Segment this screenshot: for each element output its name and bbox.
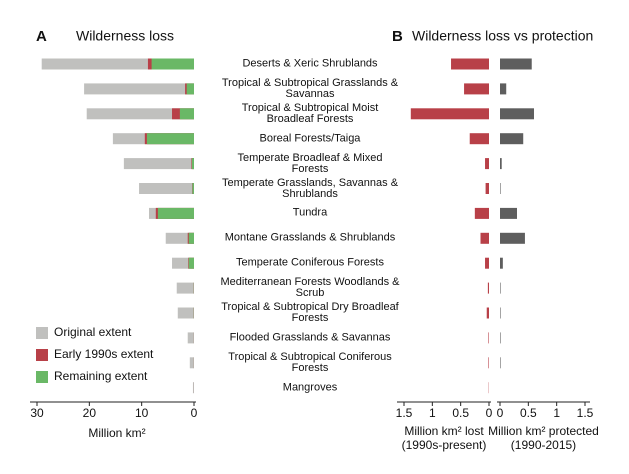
x-tick-label: 0 xyxy=(486,406,493,420)
category-label: Tropical & Subtropical Coniferous Forest… xyxy=(228,350,392,374)
x-tick-label: 1.5 xyxy=(577,406,594,420)
bar xyxy=(500,307,501,319)
bar xyxy=(189,357,194,369)
x-tick-label: 20 xyxy=(83,406,97,420)
bar xyxy=(192,183,194,194)
panel-label: B xyxy=(392,28,403,45)
bar xyxy=(188,257,194,269)
bar xyxy=(474,207,489,219)
category-label: Tropical & Subtropical Grasslands & Sava… xyxy=(221,76,399,100)
panel-label: A xyxy=(36,28,47,45)
bar xyxy=(488,357,489,369)
bar xyxy=(500,282,501,294)
bar xyxy=(191,158,194,170)
category-label: Temperate Coniferous Forests xyxy=(236,256,384,269)
bar xyxy=(188,232,194,244)
bar xyxy=(177,307,194,319)
bar xyxy=(172,257,194,269)
bar xyxy=(500,83,507,95)
bar xyxy=(485,257,489,269)
x-tick-label: 30 xyxy=(30,406,44,420)
bar xyxy=(86,108,194,120)
legend-swatch xyxy=(36,371,48,383)
bar xyxy=(123,158,194,170)
bar xyxy=(192,382,194,394)
category-label: Tropical & Subtropical Moist Broadleaf F… xyxy=(241,101,379,125)
x-tick-label: 1 xyxy=(553,406,560,420)
bar xyxy=(464,83,489,95)
bar xyxy=(151,58,194,70)
category-label: Temperate Grasslands, Savannas & Shrubla… xyxy=(221,176,399,200)
x-tick-label: 1 xyxy=(429,406,436,420)
bar xyxy=(451,58,489,70)
bar xyxy=(146,133,194,145)
x-axis-label: (1990s-present) xyxy=(402,438,487,452)
x-axis-label: Million km² protected xyxy=(488,424,599,438)
bar xyxy=(500,232,525,244)
bar xyxy=(41,58,195,70)
x-axis-label: (1990-2015) xyxy=(511,438,576,452)
bar xyxy=(500,58,532,70)
bar xyxy=(500,207,517,219)
bar xyxy=(165,232,194,244)
x-axis-label: Million km² lost xyxy=(404,424,484,438)
bar xyxy=(500,357,501,369)
bar xyxy=(500,257,503,269)
category-label: Boreal Forests/Taiga xyxy=(259,132,361,145)
x-tick-label: 1.5 xyxy=(396,406,413,420)
category-label: Montane Grasslands & Shrublands xyxy=(224,231,396,244)
bar xyxy=(179,108,194,120)
bar xyxy=(500,158,502,170)
bar xyxy=(486,307,489,319)
legend-swatch xyxy=(36,327,48,339)
x-axis-label: Million km² xyxy=(88,426,145,440)
x-tick-label: 0.5 xyxy=(520,406,537,420)
bar xyxy=(139,183,194,194)
x-tick-label: 0 xyxy=(191,406,198,420)
bar xyxy=(500,108,534,120)
x-tick-label: 0.5 xyxy=(452,406,469,420)
bar xyxy=(500,183,501,194)
bar xyxy=(187,332,194,344)
legend-label: Original extent xyxy=(54,325,132,339)
bar xyxy=(84,83,194,95)
legend-label: Remaining extent xyxy=(54,369,148,383)
bar xyxy=(176,282,194,294)
bar xyxy=(157,207,194,219)
legend-swatch xyxy=(36,349,48,361)
x-tick-label: 10 xyxy=(135,406,149,420)
category-label: Deserts & Xeric Shrublands xyxy=(242,57,378,70)
category-label: Tropical & Subtropical Dry Broadleaf For… xyxy=(221,301,399,324)
bar xyxy=(480,232,489,244)
bar xyxy=(500,133,524,145)
category-label: Tundra xyxy=(292,206,328,219)
category-label: Flooded Grasslands & Savannas xyxy=(229,331,391,344)
bar xyxy=(488,332,489,344)
chart-title: Wilderness loss xyxy=(76,28,174,44)
bar xyxy=(500,332,501,344)
legend-label: Early 1990s extent xyxy=(54,347,154,361)
bar xyxy=(410,108,489,120)
bar xyxy=(469,133,489,145)
chart-title: Wilderness loss vs protection xyxy=(412,28,593,44)
bar xyxy=(487,282,489,294)
x-tick-label: 0 xyxy=(497,406,504,420)
bar xyxy=(485,183,489,194)
category-label: Mangroves xyxy=(282,381,338,394)
bar xyxy=(485,158,489,170)
category-label: Temperate Broadleaf & Mixed Forests xyxy=(237,151,383,175)
bar xyxy=(186,83,194,95)
category-label: Mediterranean Forests Woodlands & Scrub xyxy=(220,276,400,300)
